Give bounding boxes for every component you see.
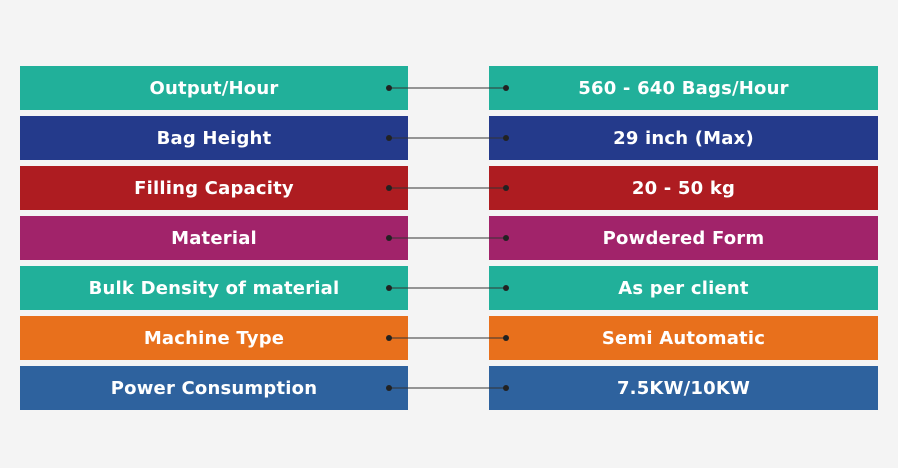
spec-value: 29 inch (Max) xyxy=(489,116,878,160)
spec-value: 560 - 640 Bags/Hour xyxy=(489,66,878,110)
spec-value: Powdered Form xyxy=(489,216,878,260)
connector-dot xyxy=(503,235,509,241)
spec-label: Material xyxy=(20,216,408,260)
spec-value: 7.5KW/10KW xyxy=(489,366,878,410)
connector-dot xyxy=(503,285,509,291)
spec-label: Power Consumption xyxy=(20,366,408,410)
connector-dot xyxy=(386,85,392,91)
connector-dot xyxy=(386,185,392,191)
spec-value: Semi Automatic xyxy=(489,316,878,360)
connector-dot xyxy=(503,335,509,341)
connector-dot xyxy=(386,135,392,141)
spec-label: Machine Type xyxy=(20,316,408,360)
connector-dot xyxy=(386,285,392,291)
spec-label: Filling Capacity xyxy=(20,166,408,210)
connector-dot xyxy=(503,385,509,391)
spec-value: As per client xyxy=(489,266,878,310)
spec-label: Output/Hour xyxy=(20,66,408,110)
connector-dot xyxy=(386,385,392,391)
spec-value: 20 - 50 kg xyxy=(489,166,878,210)
connector-dot xyxy=(386,335,392,341)
spec-label: Bag Height xyxy=(20,116,408,160)
connector-dot xyxy=(386,235,392,241)
connector-dot xyxy=(503,185,509,191)
connector-dot xyxy=(503,135,509,141)
connector-dot xyxy=(503,85,509,91)
spec-label: Bulk Density of material xyxy=(20,266,408,310)
